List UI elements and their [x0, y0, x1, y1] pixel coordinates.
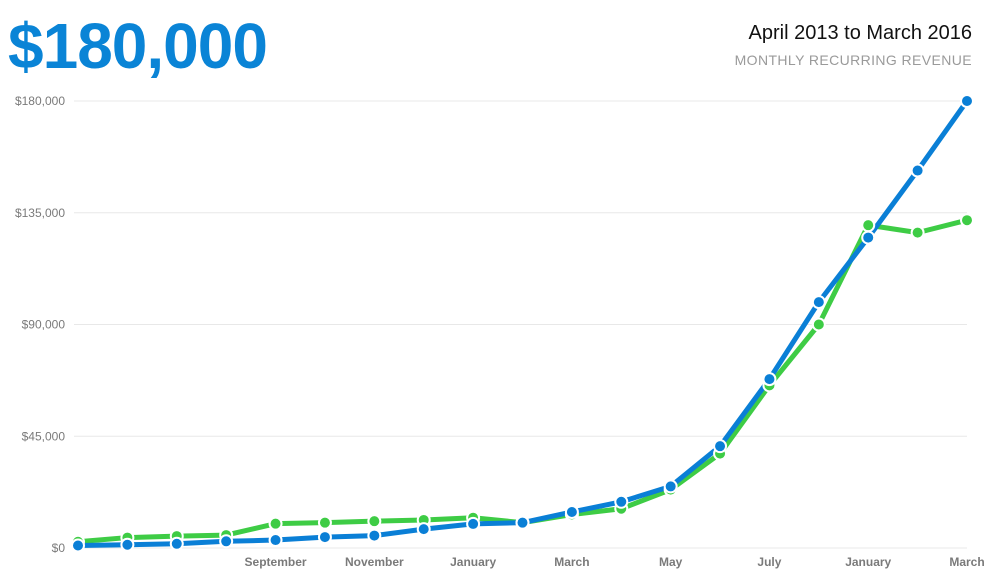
data-point [910, 225, 925, 240]
data-point [317, 515, 332, 530]
y-tick-label: $180,000 [15, 94, 65, 108]
data-point [367, 528, 382, 543]
series-line-1 [75, 98, 970, 549]
period-label: April 2013 to March 2016 [748, 22, 972, 44]
y-tick-label: $135,000 [15, 206, 65, 220]
data-point [762, 372, 777, 387]
x-tick-label: March [554, 555, 589, 569]
data-point [169, 536, 184, 551]
data-point [268, 533, 283, 548]
x-tick-label: January [845, 555, 891, 569]
data-point [515, 515, 530, 530]
data-point [713, 439, 728, 454]
data-point [811, 295, 826, 310]
x-tick-label: March [949, 555, 984, 569]
y-tick-label: $0 [52, 541, 66, 555]
data-point [268, 516, 283, 531]
y-tick-label: $45,000 [22, 429, 66, 443]
data-point [910, 163, 925, 178]
data-point [564, 504, 579, 519]
data-point [811, 317, 826, 332]
x-tick-label: September [245, 555, 307, 569]
data-point [416, 522, 431, 537]
x-tick-label: November [345, 555, 404, 569]
data-point [367, 514, 382, 529]
series-line-0 [75, 217, 970, 545]
data-point [317, 530, 332, 545]
headline-value: $180,000 [8, 10, 268, 82]
chart-subtitle: MONTHLY RECURRING REVENUE [734, 52, 972, 68]
data-point [219, 534, 234, 549]
data-point [861, 218, 876, 233]
data-point [960, 213, 974, 228]
data-point [466, 516, 481, 531]
x-tick-label: July [757, 555, 781, 569]
data-point [120, 537, 135, 552]
x-tick-label: January [450, 555, 496, 569]
data-point [960, 94, 974, 108]
data-point [614, 494, 629, 509]
data-point [861, 230, 876, 245]
data-point [71, 538, 85, 553]
x-tick-label: May [659, 555, 683, 569]
data-point [663, 479, 678, 494]
y-tick-label: $90,000 [22, 318, 66, 332]
